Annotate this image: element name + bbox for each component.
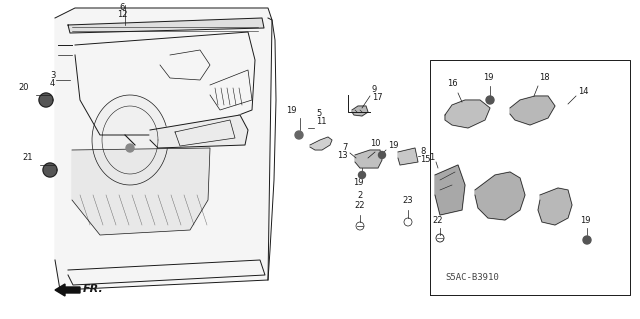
Text: 11: 11 [316,117,326,126]
Text: 5: 5 [316,109,321,118]
Polygon shape [355,150,382,168]
Text: 17: 17 [372,93,383,102]
Polygon shape [55,284,80,296]
Polygon shape [538,188,572,225]
Text: 19: 19 [353,178,364,187]
Polygon shape [68,18,264,33]
Text: 18: 18 [539,73,549,82]
Text: 19: 19 [580,216,590,225]
Text: 9: 9 [372,85,377,94]
Polygon shape [445,100,490,128]
Text: 13: 13 [337,152,348,160]
Polygon shape [352,106,368,116]
Polygon shape [475,172,525,220]
Text: 3: 3 [50,70,56,79]
Text: 22: 22 [433,216,444,225]
Polygon shape [72,148,210,235]
Polygon shape [510,96,555,125]
Text: 7: 7 [342,144,348,152]
Polygon shape [55,8,272,290]
Polygon shape [43,163,57,177]
Circle shape [583,236,591,244]
Text: 22: 22 [355,201,365,210]
Polygon shape [398,148,418,165]
Text: FR.: FR. [83,284,104,294]
Text: 8: 8 [420,147,426,157]
Polygon shape [39,93,53,107]
Polygon shape [435,165,465,215]
Text: 20: 20 [19,84,29,93]
Text: 19: 19 [388,140,399,150]
Text: 12: 12 [116,10,127,19]
Circle shape [126,144,134,152]
Circle shape [378,152,385,159]
Text: S5AC-B3910: S5AC-B3910 [445,273,499,283]
Text: 10: 10 [370,139,380,148]
Text: 21: 21 [23,153,33,162]
Text: 4: 4 [50,78,55,87]
Text: 2: 2 [357,191,363,200]
Text: 23: 23 [403,196,413,205]
Circle shape [486,96,494,104]
Circle shape [295,131,303,139]
Text: 19: 19 [287,106,297,115]
Polygon shape [150,115,248,148]
Text: 6: 6 [119,3,125,12]
Text: 15: 15 [420,155,431,165]
Text: 1: 1 [429,153,434,162]
Polygon shape [92,95,168,185]
Text: 16: 16 [447,79,458,88]
Circle shape [358,172,365,179]
Text: 14: 14 [578,87,589,97]
Text: 19: 19 [483,73,493,82]
Polygon shape [310,137,332,150]
